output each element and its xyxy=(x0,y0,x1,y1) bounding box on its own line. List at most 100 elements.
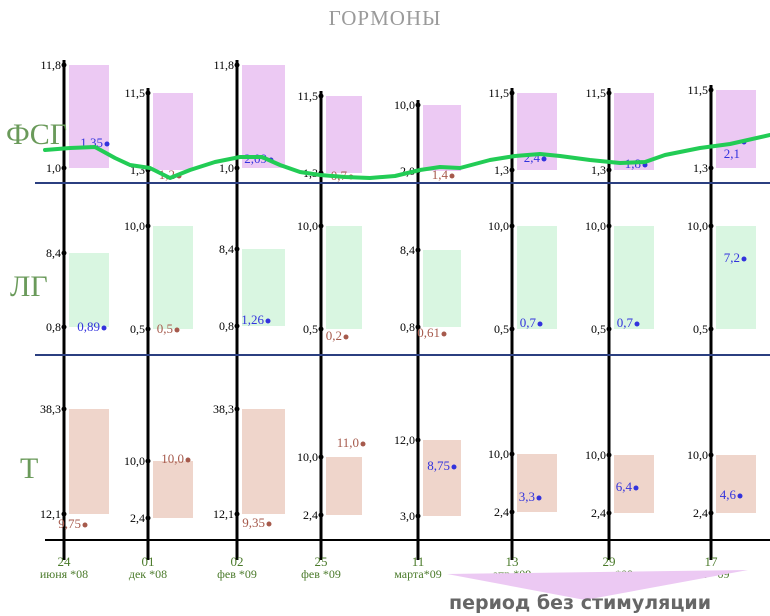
range-bottom-tick xyxy=(606,167,612,173)
range-bottom-tick xyxy=(145,515,151,521)
range-top-tick xyxy=(145,223,151,229)
range-bottom-tick xyxy=(234,511,240,517)
value-point xyxy=(174,327,180,333)
reference-band xyxy=(69,409,109,514)
range-top-tick xyxy=(318,223,324,229)
range-max-label: 12,0 xyxy=(394,433,415,447)
range-min-label: 1,3 xyxy=(591,163,606,177)
range-bottom-tick xyxy=(415,324,421,330)
range-max-label: 10,0 xyxy=(488,219,509,233)
reference-band xyxy=(326,457,362,515)
range-min-label: 2,4 xyxy=(693,506,708,520)
value-label: 6,4 xyxy=(616,479,633,494)
range-top-tick xyxy=(61,406,67,412)
value-label: 10,0 xyxy=(161,451,184,466)
value-point xyxy=(451,464,457,470)
range-top-tick xyxy=(708,87,714,93)
range-top-tick xyxy=(509,451,515,457)
value-label: 0,89 xyxy=(77,319,100,334)
range-max-label: 11,8 xyxy=(213,58,234,72)
range-min-label: 0,5 xyxy=(591,322,606,336)
row-label: ФСГ xyxy=(6,118,67,151)
value-point xyxy=(633,485,639,491)
range-min-label: 0,5 xyxy=(494,322,509,336)
range-bottom-tick xyxy=(61,511,67,517)
reference-band xyxy=(614,93,654,170)
date-month-label: фев *09 xyxy=(217,567,257,581)
range-min-label: 12,1 xyxy=(213,507,234,521)
date-day-label: 17 xyxy=(705,554,719,569)
reference-band xyxy=(423,440,461,516)
reference-band xyxy=(614,226,654,329)
reference-band xyxy=(69,253,109,327)
value-label: 8,75 xyxy=(427,458,450,473)
range-min-label: 0,8 xyxy=(46,320,61,334)
range-top-tick xyxy=(606,452,612,458)
range-max-label: 10,0 xyxy=(394,98,415,112)
range-top-tick xyxy=(509,223,515,229)
range-bottom-tick xyxy=(318,326,324,332)
range-top-tick xyxy=(318,93,324,99)
date-month-label: дек *08 xyxy=(129,567,167,581)
range-bottom-tick xyxy=(509,167,515,173)
range-min-label: 1,3 xyxy=(494,163,509,177)
value-label: 1,4 xyxy=(432,167,449,182)
reference-band xyxy=(153,93,193,170)
range-min-label: 0,8 xyxy=(400,320,415,334)
range-bottom-tick xyxy=(708,510,714,516)
date-month-label: фев *09 xyxy=(301,567,341,581)
value-point xyxy=(634,321,640,327)
reference-band xyxy=(614,455,654,513)
date-month-label: марта*09 xyxy=(394,567,441,581)
range-top-tick xyxy=(509,90,515,96)
date-day-label: 02 xyxy=(231,554,244,569)
range-max-label: 10,0 xyxy=(124,454,145,468)
value-label: 2,1 xyxy=(724,146,740,161)
range-bottom-tick xyxy=(145,326,151,332)
range-top-tick xyxy=(234,62,240,68)
range-min-label: 1,0 xyxy=(46,161,61,175)
reference-band xyxy=(716,455,756,513)
range-max-label: 8,4 xyxy=(46,246,61,260)
value-point xyxy=(537,321,543,327)
range-top-tick xyxy=(234,406,240,412)
value-point xyxy=(185,457,191,463)
no-stimulation-annotation: период без стимуляции xyxy=(448,592,712,614)
row-label: ЛГ xyxy=(10,270,48,303)
row-label: Т xyxy=(20,452,38,485)
value-label: 7,2 xyxy=(724,250,740,265)
range-bottom-tick xyxy=(708,326,714,332)
value-label: 3,3 xyxy=(519,489,535,504)
range-bottom-tick xyxy=(606,510,612,516)
range-bottom-tick xyxy=(415,513,421,519)
date-day-label: 13 xyxy=(506,554,519,569)
reference-band xyxy=(242,249,285,326)
range-min-label: 2,4 xyxy=(494,505,509,519)
value-label: 0,61 xyxy=(417,325,440,340)
range-top-tick xyxy=(415,247,421,253)
value-label: 9,75 xyxy=(58,516,81,531)
reference-band xyxy=(153,226,193,329)
range-bottom-tick xyxy=(509,509,515,515)
value-label: 0,5 xyxy=(157,321,173,336)
range-min-label: 3,0 xyxy=(400,509,415,523)
date-month-label: июня *08 xyxy=(40,567,88,581)
range-min-label: 2,4 xyxy=(591,506,606,520)
value-point xyxy=(266,521,272,527)
range-top-tick xyxy=(415,437,421,443)
range-min-label: 0,5 xyxy=(130,322,145,336)
value-point xyxy=(737,493,743,499)
range-max-label: 11,5 xyxy=(297,89,318,103)
date-day-label: 01 xyxy=(142,554,155,569)
reference-band xyxy=(716,226,756,329)
value-label: 11,0 xyxy=(337,435,359,450)
range-max-label: 8,4 xyxy=(400,243,415,257)
range-top-tick xyxy=(61,62,67,68)
range-max-label: 10,0 xyxy=(585,448,606,462)
range-min-label: 2,4 xyxy=(303,508,318,522)
reference-band xyxy=(423,105,461,171)
date-day-label: 11 xyxy=(412,554,425,569)
reference-band xyxy=(716,90,756,168)
